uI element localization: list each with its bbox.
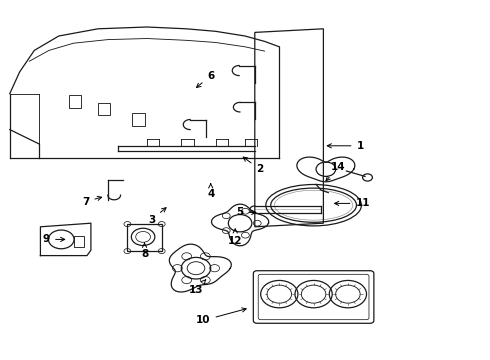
Text: 9: 9 [43,234,65,244]
Bar [98,103,110,115]
Text: 2: 2 [243,157,263,174]
Text: 11: 11 [335,198,370,208]
Text: 1: 1 [327,141,364,151]
Text: 8: 8 [141,243,148,259]
Text: 5: 5 [237,207,256,217]
Bar [127,224,162,251]
Bar [74,236,84,247]
Text: 4: 4 [207,184,215,199]
Bar [132,113,145,126]
Text: 10: 10 [196,308,246,325]
Text: 13: 13 [189,280,206,295]
Text: 12: 12 [228,229,243,246]
Text: 3: 3 [148,208,166,225]
Bar [69,95,81,108]
Text: 7: 7 [82,196,101,207]
Text: 14: 14 [326,162,345,181]
Text: 6: 6 [196,71,214,87]
